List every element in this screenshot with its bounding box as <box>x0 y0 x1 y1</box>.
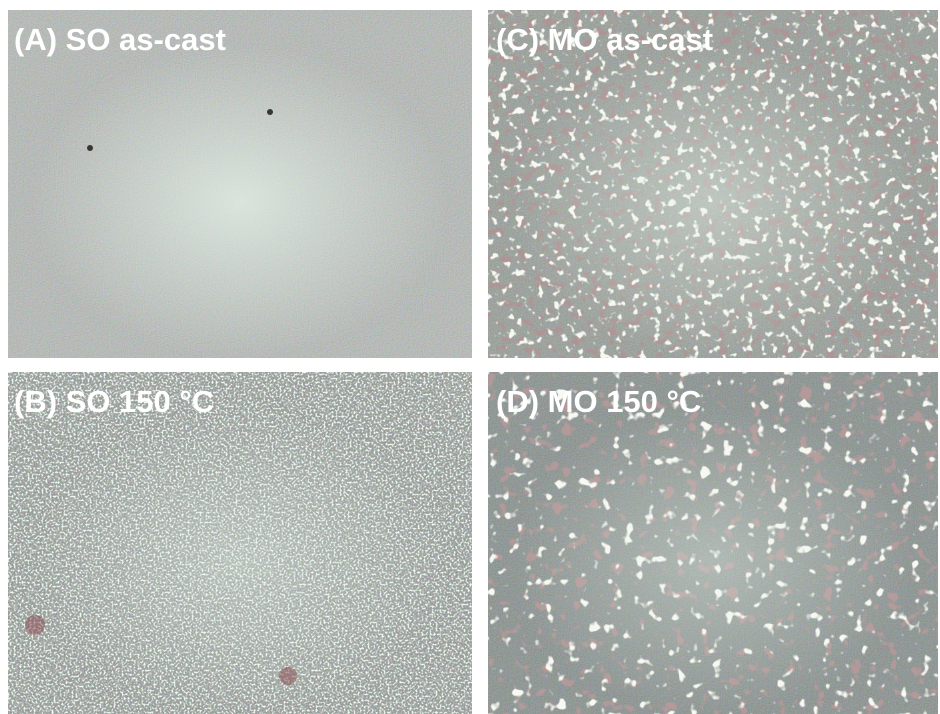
panel-c <box>488 10 938 358</box>
panel-label: (C) MO as-cast <box>496 22 713 57</box>
panel-d <box>488 372 938 714</box>
page: (A) SO as-cast (C) MO as-cast (B) SO 150… <box>0 0 940 714</box>
panel-label: (D) MO 150 °C <box>496 384 701 419</box>
panel-label: (B) SO 150 °C <box>14 384 214 419</box>
figure: (A) SO as-cast (C) MO as-cast (B) SO 150… <box>0 0 940 714</box>
panel-label: (A) SO as-cast <box>14 22 226 57</box>
panel-b <box>8 372 472 714</box>
panel-a <box>8 10 472 358</box>
